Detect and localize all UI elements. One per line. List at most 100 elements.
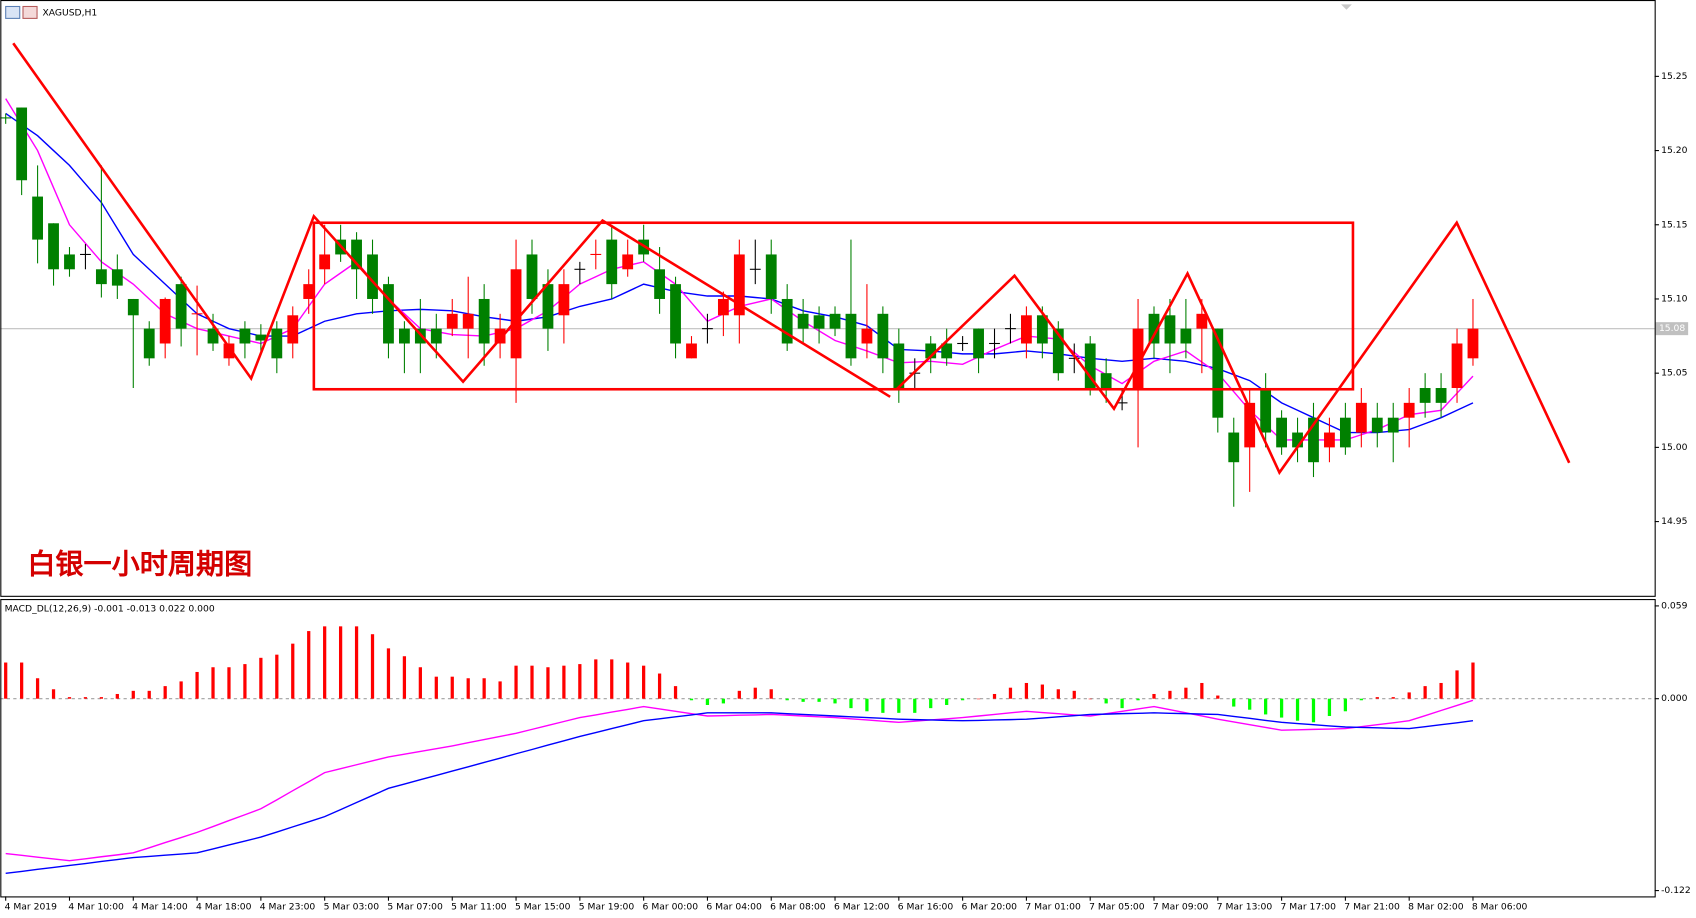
candle-body — [383, 284, 394, 344]
histogram-bar — [1455, 670, 1459, 699]
candle-body — [64, 254, 75, 270]
candle-body — [399, 328, 410, 344]
candle-body — [622, 254, 634, 270]
candle-body — [1419, 388, 1431, 403]
histogram-bar — [721, 698, 726, 704]
candle-body — [478, 298, 490, 344]
candle-body — [1467, 328, 1479, 359]
histogram-bar — [1295, 698, 1300, 721]
candle-body — [717, 298, 729, 316]
candle-body — [1244, 402, 1256, 448]
candle-body — [16, 107, 28, 181]
candle-body — [1100, 373, 1112, 389]
histogram-bar — [83, 697, 88, 699]
histogram-bar — [402, 656, 407, 699]
histogram-bar — [4, 662, 8, 699]
x-tick-label: 7 Mar 09:00 — [1153, 902, 1209, 913]
x-tick-label: 6 Mar 08:00 — [770, 902, 826, 913]
histogram-bar — [992, 693, 997, 699]
macd-panel-frame — [0, 599, 1656, 898]
histogram-bar — [482, 678, 486, 699]
histogram-bar — [1232, 698, 1236, 707]
x-tick-label: 8 Mar 02:00 — [1408, 902, 1464, 913]
histogram-bar — [1040, 684, 1044, 699]
histogram-bar — [673, 686, 678, 699]
histogram-bar — [657, 673, 662, 699]
histogram-bar — [67, 697, 72, 699]
x-tick-label: 6 Mar 20:00 — [962, 902, 1018, 913]
histogram-bar — [131, 690, 135, 699]
histogram-bar — [338, 626, 343, 699]
candle-body — [845, 313, 857, 359]
candle-body — [1276, 417, 1287, 448]
histogram-bar — [1327, 698, 1332, 716]
candle-body — [319, 254, 331, 270]
histogram-bar — [1407, 692, 1411, 699]
candle-body — [606, 239, 618, 285]
histogram-bar — [865, 698, 869, 712]
candle-body — [861, 328, 873, 344]
histogram-bar — [1439, 682, 1443, 699]
histogram-bar — [594, 659, 598, 699]
y-tick-label: 0.059 — [1661, 600, 1687, 611]
x-tick-label: 7 Mar 01:00 — [1025, 902, 1081, 913]
candle-body — [1164, 315, 1176, 344]
candle-body — [111, 269, 123, 286]
x-tick-label: 6 Mar 00:00 — [643, 902, 699, 913]
trend-zigzag — [895, 220, 1571, 476]
histogram-bar — [514, 665, 518, 699]
histogram-bar — [1279, 698, 1284, 718]
plot-layer: 14.95 15.00 15.05 15.10 15.15 15.20 15.25 15.08… — [0, 71, 1691, 913]
candle-body — [239, 328, 251, 344]
histogram-bar — [211, 667, 215, 699]
candle-body — [781, 298, 793, 344]
histogram-bar — [976, 698, 981, 700]
candle-body — [893, 343, 905, 389]
candle-body — [1228, 432, 1240, 463]
candle-body — [877, 313, 889, 359]
candle-body — [48, 223, 59, 270]
candle-body — [175, 284, 187, 329]
histogram-bar — [1248, 698, 1252, 710]
histogram-bar — [737, 690, 741, 699]
candle-body — [255, 334, 267, 341]
candle-body — [765, 254, 777, 299]
x-tick-label: 6 Mar 16:00 — [898, 902, 954, 913]
candle-body — [1324, 432, 1335, 448]
histogram-bar — [147, 690, 151, 699]
candle-body — [797, 313, 809, 329]
y-tick-label: 15.10 — [1661, 293, 1687, 304]
histogram-bar — [642, 665, 646, 699]
candle-body — [813, 315, 825, 329]
x-tick-label: 4 Mar 10:00 — [68, 902, 124, 913]
y-tick-label: 14.95 — [1661, 516, 1687, 527]
candle-body — [1180, 328, 1192, 344]
histogram-bar — [1120, 698, 1124, 709]
candle-body — [367, 254, 378, 299]
histogram-bar — [1423, 686, 1427, 699]
histogram-bar — [945, 698, 949, 705]
x-tick-label: 7 Mar 05:00 — [1089, 902, 1145, 913]
candle-body — [271, 328, 283, 359]
candle-body — [1451, 343, 1463, 389]
histogram-bar — [163, 686, 167, 699]
current-price-label: 15.08 — [1659, 323, 1685, 334]
histogram-bar — [259, 657, 263, 699]
candle-body — [287, 315, 299, 344]
candle-body — [1212, 328, 1224, 418]
annotation-text: 白银一小时周期图 — [27, 548, 252, 581]
histogram-bar — [1024, 682, 1029, 699]
candle-body — [1435, 388, 1447, 403]
histogram-bar — [753, 687, 757, 699]
candle-body — [829, 313, 841, 329]
histogram-bar — [227, 667, 231, 699]
histogram-bar — [562, 665, 566, 699]
histogram-bar — [626, 662, 630, 699]
histogram-bar — [386, 648, 391, 699]
candle-body — [1036, 315, 1048, 344]
candle-body — [143, 328, 155, 359]
histogram-bar — [849, 698, 853, 709]
histogram-bar — [1168, 690, 1172, 699]
candle-body — [1084, 343, 1096, 389]
